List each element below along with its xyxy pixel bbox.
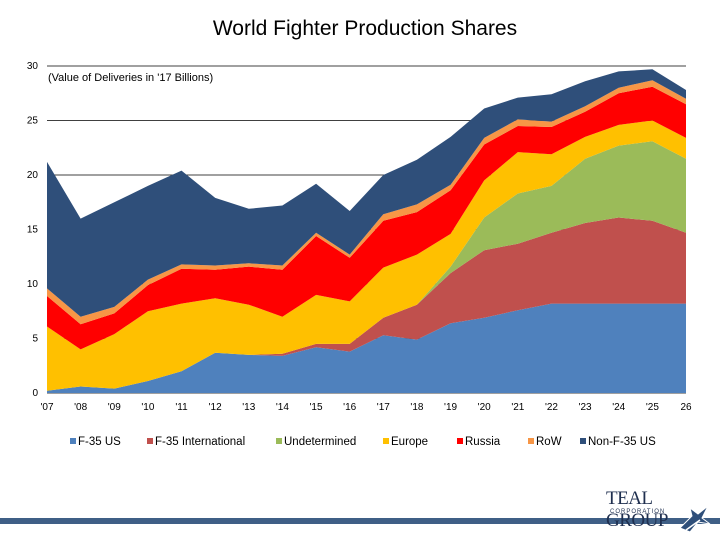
legend-label: Non-F-35 US xyxy=(588,436,656,448)
area-europe xyxy=(47,120,686,391)
area-undetermined xyxy=(47,141,686,391)
x-tick-label: '21 xyxy=(511,402,524,413)
logo-wordmark: TEAL GROUP xyxy=(606,488,668,531)
x-tick-label: '13 xyxy=(242,402,255,413)
area-f-35-international xyxy=(47,217,686,391)
legend-swatch xyxy=(528,438,534,444)
x-tick-label: '11 xyxy=(175,402,188,413)
x-tick-label: '07 xyxy=(40,402,53,413)
x-tick-label: '16 xyxy=(343,402,356,413)
legend-label: RoW xyxy=(536,436,562,448)
footer-bar xyxy=(0,518,720,524)
legend-swatch xyxy=(70,438,76,444)
x-tick-label: 26 xyxy=(680,402,692,413)
y-tick-label: 25 xyxy=(27,116,39,127)
chart-title: World Fighter Production Shares xyxy=(213,17,517,40)
x-tick-label: '24 xyxy=(612,402,625,413)
y-tick-label: 15 xyxy=(27,225,39,236)
teal-group-logo: TEAL GROUP CORPORATION xyxy=(606,488,712,534)
y-tick-label: 5 xyxy=(32,334,38,345)
x-tick-label: '17 xyxy=(377,402,390,413)
logo-subtext: CORPORATION xyxy=(610,509,666,515)
legend-swatch xyxy=(457,438,463,444)
x-axis-ticks: '07 '08 '09 '10 '11 '12 '13 '14 '15 '16 '17 '18 '19 '… xyxy=(40,402,692,413)
x-tick-label: '20 xyxy=(478,402,491,413)
legend-swatch xyxy=(383,438,389,444)
area-series-group xyxy=(47,69,686,393)
legend-swatch xyxy=(580,438,586,444)
bird-icon xyxy=(679,505,711,533)
x-tick-label: '19 xyxy=(444,402,457,413)
x-tick-label: '23 xyxy=(579,402,592,413)
y-tick-label: 30 xyxy=(27,61,39,72)
legend-label: F-35 International xyxy=(155,436,245,448)
legend-label: Europe xyxy=(391,436,428,448)
legend-swatch xyxy=(147,438,153,444)
legend-label: F-35 US xyxy=(78,436,121,448)
area-russia xyxy=(47,86,686,350)
y-tick-label: 10 xyxy=(27,279,39,290)
x-tick-label: '15 xyxy=(310,402,323,413)
y-tick-label: 20 xyxy=(27,170,39,181)
legend-label: Undetermined xyxy=(284,436,356,448)
x-tick-label: '22 xyxy=(545,402,558,413)
x-tick-label: '09 xyxy=(108,402,121,413)
legend-swatch xyxy=(276,438,282,444)
x-tick-label: '08 xyxy=(74,402,87,413)
chart-subtitle: (Value of Deliveries in '17 Billions) xyxy=(48,72,213,84)
x-tick-label: '10 xyxy=(141,402,154,413)
x-tick-label: '14 xyxy=(276,402,289,413)
x-tick-label: '12 xyxy=(209,402,222,413)
legend-label: Russia xyxy=(465,436,501,448)
legend: F-35 US F-35 International Undetermined Eur… xyxy=(70,436,656,448)
area-f-35-us xyxy=(47,303,686,393)
x-tick-label: '18 xyxy=(410,402,423,413)
area-non-f-35-us xyxy=(47,69,686,317)
y-axis-ticks: 0 5 10 15 20 25 30 xyxy=(27,61,39,399)
y-tick-label: 0 xyxy=(32,388,38,399)
x-tick-label: '25 xyxy=(646,402,659,413)
